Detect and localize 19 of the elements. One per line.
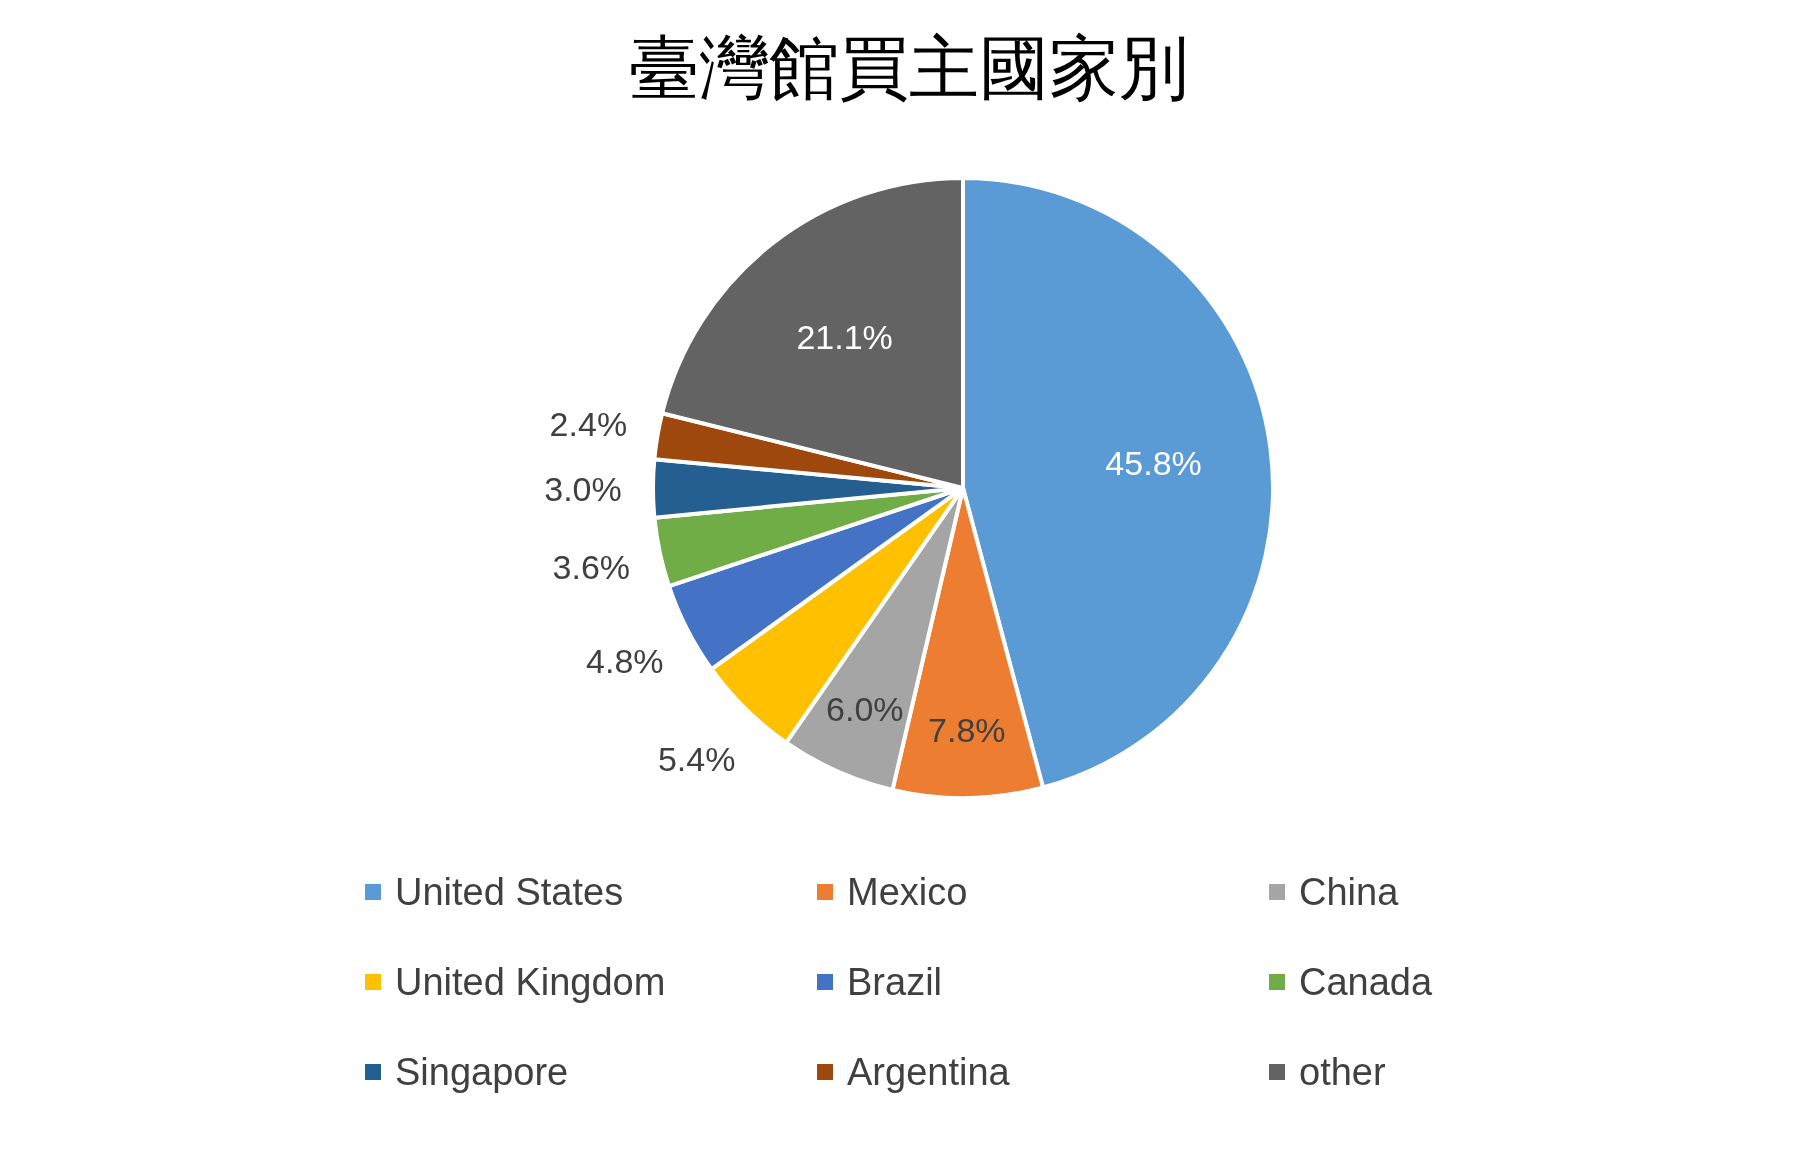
data-label: 21.1% [796,317,893,356]
legend-label: United States [395,871,624,913]
data-label: 45.8% [1105,443,1202,482]
data-label: 2.4% [549,405,628,444]
legend-label: Mexico [847,871,968,913]
legend-label: Argentina [847,1051,1011,1093]
data-label: 6.0% [826,689,904,728]
legend-label: Brazil [847,961,943,1003]
legend-label: United Kingdom [395,961,666,1003]
data-label: 3.0% [544,469,622,508]
legend-label: China [1299,871,1400,913]
data-label: 7.8% [928,710,1006,749]
data-label: 3.6% [552,547,631,586]
legend-label: Singapore [395,1051,569,1093]
legend-label: other [1299,1051,1386,1093]
data-label: 4.8% [586,642,664,681]
legend-label: Canada [1299,961,1433,1003]
data-label: 5.4% [657,740,736,779]
chart-title: 臺灣館買主國家別 [629,27,1189,109]
